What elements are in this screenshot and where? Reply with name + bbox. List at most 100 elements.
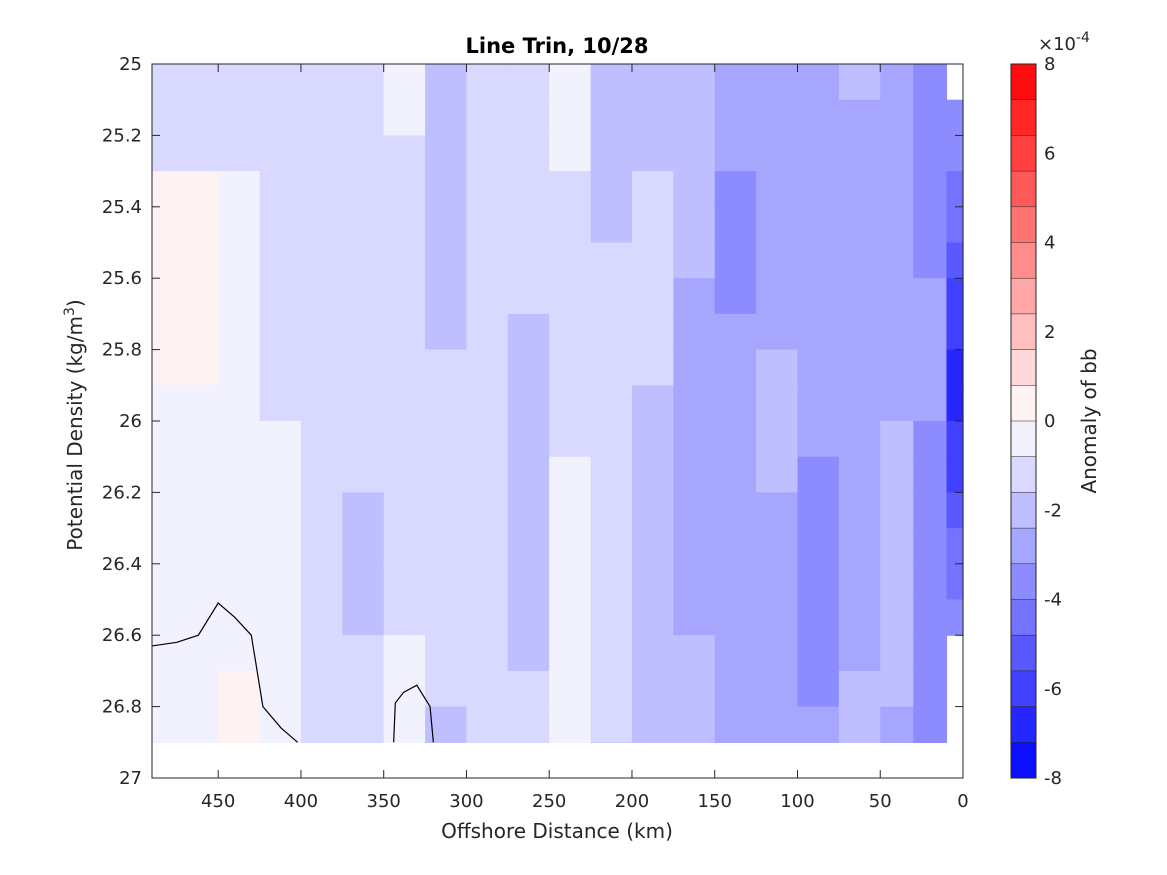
heatmap-cell [259, 421, 302, 458]
heatmap-cell [673, 242, 716, 279]
heatmap-cell [300, 313, 343, 351]
colorbar-exponent-base: ×10 [1038, 34, 1076, 55]
heatmap-cell [383, 135, 426, 172]
heatmap-cell [590, 492, 633, 529]
heatmap-cell [590, 528, 633, 565]
heatmap-cell [797, 278, 840, 315]
heatmap-cell [946, 528, 964, 565]
heatmap-cell [342, 313, 385, 351]
heatmap-cell [673, 64, 716, 101]
heatmap-cell [756, 171, 799, 208]
heatmap-cell [466, 599, 509, 636]
heatmap-cell [259, 171, 302, 208]
heatmap-cell [425, 64, 468, 101]
heatmap-cell [913, 242, 948, 279]
heatmap-cell [673, 492, 716, 529]
heatmap-cell [797, 742, 840, 743]
heatmap-cell [797, 706, 840, 743]
heatmap-cell [342, 349, 385, 386]
heatmap-cell [383, 99, 426, 136]
heatmap-cell [714, 421, 757, 458]
heatmap-cell [946, 171, 964, 208]
heatmap-cell [549, 242, 592, 279]
heatmap-cell [913, 385, 948, 422]
heatmap-cell [300, 242, 343, 279]
heatmap-cell [259, 313, 302, 351]
heatmap-cell [631, 313, 674, 351]
heatmap-cell [383, 242, 426, 279]
colorbar-band [1010, 599, 1037, 636]
x-tick-label: 200 [615, 791, 649, 812]
heatmap-cell [152, 385, 219, 422]
heatmap-cell [259, 64, 302, 101]
heatmap-cell [631, 99, 674, 136]
heatmap-cell [152, 99, 219, 136]
heatmap-cell [913, 349, 948, 386]
heatmap-cell [549, 313, 592, 351]
y-tick-label: 25.4 [102, 197, 142, 218]
heatmap-cell [946, 135, 964, 172]
heatmap-cell [838, 563, 881, 601]
heatmap-cell [466, 456, 509, 493]
heatmap-cell [880, 421, 914, 458]
heatmap-cell [152, 313, 219, 351]
heatmap-cell [507, 242, 550, 279]
heatmap-cell [383, 492, 426, 529]
colorbar-band [1010, 563, 1037, 601]
heatmap-cell [756, 706, 799, 743]
colorbar-label: Anomaly of bb [1077, 348, 1101, 493]
heatmap-cell [673, 563, 716, 601]
heatmap-cell [756, 99, 799, 136]
heatmap-cell [466, 278, 509, 315]
heatmap-cell [756, 135, 799, 172]
heatmap-cell [590, 313, 633, 351]
heatmap-cell [549, 135, 592, 172]
heatmap-cell [549, 706, 592, 743]
heatmap-cell [880, 313, 914, 351]
heatmap-cell [300, 528, 343, 565]
heatmap-cell [631, 456, 674, 493]
heatmap-cell [756, 599, 799, 636]
heatmap-cell [549, 278, 592, 315]
chart-title: Line Trin, 10/28 [465, 34, 648, 58]
heatmap-cell [631, 528, 674, 565]
heatmap-cell [300, 278, 343, 315]
heatmap-cell [590, 171, 633, 208]
y-tick-label: 26 [119, 411, 142, 432]
heatmap-cell [714, 456, 757, 493]
heatmap-cell [300, 635, 343, 672]
x-tick-label: 450 [201, 791, 235, 812]
heatmap-cell [259, 492, 302, 529]
heatmap-cell [590, 278, 633, 315]
heatmap-cell [218, 635, 261, 672]
heatmap-cell [383, 599, 426, 636]
heatmap-cell [913, 99, 948, 136]
x-tick-label: 50 [869, 791, 892, 812]
heatmap-cell [383, 278, 426, 315]
heatmap-cell [466, 528, 509, 565]
heatmap-cell [838, 599, 881, 636]
heatmap-cell [880, 635, 914, 672]
zero-contours [151, 602, 434, 743]
heatmap-cell [946, 421, 964, 458]
heatmap-cell [549, 171, 592, 208]
heatmap-cell [259, 135, 302, 172]
heatmap-cell [342, 528, 385, 565]
heatmap-cell [756, 385, 799, 422]
heatmap-cell [797, 528, 840, 565]
heatmap-cell [507, 528, 550, 565]
heatmap-cell [259, 635, 302, 672]
heatmap-cell [714, 135, 757, 172]
heatmap-cell [425, 742, 468, 743]
heatmap-cell [507, 706, 550, 743]
heatmap-cell [549, 206, 592, 244]
heatmap-cell [425, 670, 468, 708]
heatmap-cell [466, 670, 509, 708]
colorbar-tick-label: 2 [1044, 322, 1055, 343]
heatmap-cell [797, 599, 840, 636]
colorbar-band [1010, 313, 1037, 351]
heatmap-cell [913, 706, 948, 743]
heatmap-cell [218, 242, 261, 279]
colorbar-tick-label: -6 [1044, 679, 1062, 700]
heatmap-cell [383, 64, 426, 101]
